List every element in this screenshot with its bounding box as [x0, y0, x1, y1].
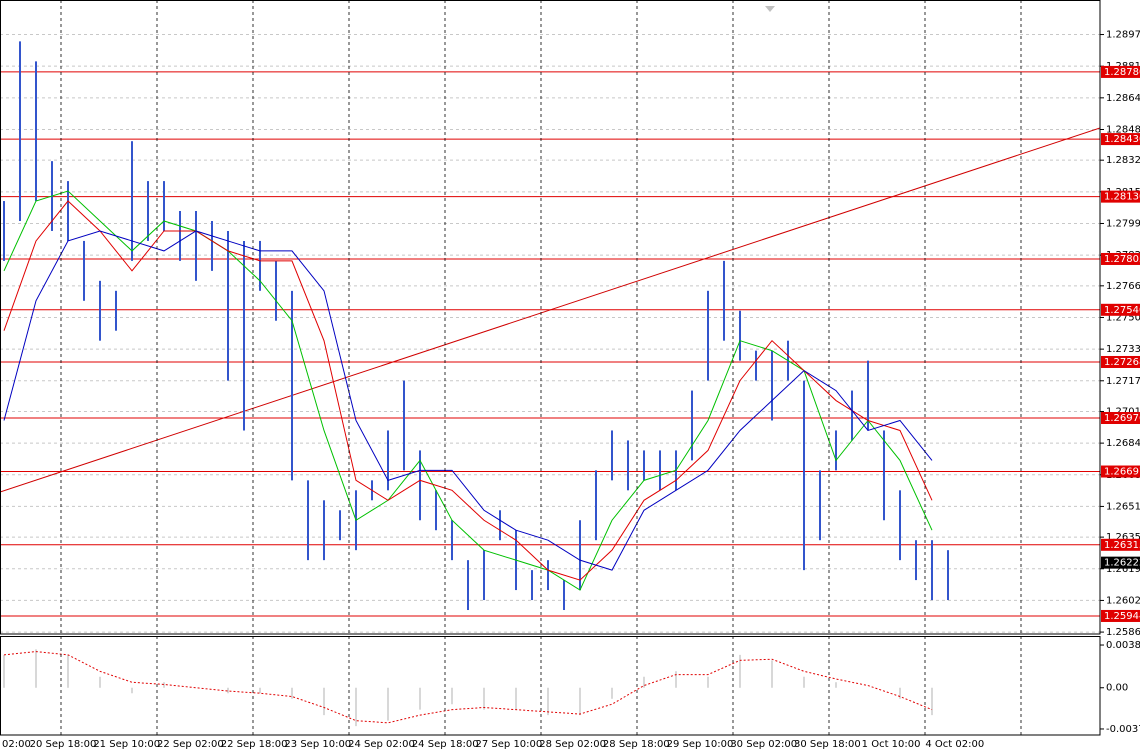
- x-tick-label: 30 Sep 18:00: [794, 739, 861, 750]
- indicator-panel: [3, 649, 933, 727]
- x-tick-label: 1 Oct 10:00: [862, 739, 921, 750]
- x-tick-label: 30 Sep 02:00: [730, 739, 797, 750]
- level-tag: [1101, 538, 1140, 551]
- level-tag: [1101, 355, 1140, 368]
- main-panel: [0, 34, 1100, 633]
- moving-average: [3, 200, 933, 581]
- y-tick-label: 1.26845: [1106, 438, 1140, 449]
- level-label: 1.26697: [1104, 467, 1140, 478]
- level-tag: [1101, 65, 1140, 78]
- level-label: 1.26976: [1104, 413, 1140, 424]
- y-tick-label: 1.27990: [1106, 218, 1140, 229]
- y-tick-label: 1.27170: [1106, 376, 1140, 387]
- y-tick-label: 1.28480: [1106, 124, 1140, 135]
- y-tick-label: 1.26515: [1106, 501, 1140, 512]
- x-tick-label: 24 Sep 02:00: [348, 739, 415, 750]
- y-tick-label: 1.27335: [1106, 344, 1140, 355]
- moving-average: [3, 190, 933, 591]
- level-tag: [1101, 190, 1140, 203]
- y-tick-label: 1.28320: [1106, 155, 1140, 166]
- level-tag: [1101, 303, 1140, 316]
- current-price-label: 1.26222: [1104, 558, 1140, 569]
- level-tag: [1101, 133, 1140, 146]
- panel-tick-label: -0.00376: [1106, 724, 1140, 735]
- y-tick-label: 1.28975: [1106, 30, 1140, 41]
- x-tick-label: 20 Sep 18:00: [30, 739, 97, 750]
- panel-frame: [0, 636, 1101, 736]
- x-tick-label: 22 Sep 02:00: [157, 739, 224, 750]
- moving-average: [3, 230, 933, 571]
- current-price-tag: [1101, 556, 1140, 569]
- y-tick-label: 1.27665: [1106, 281, 1140, 292]
- x-tick-label: 24 Sep 18:00: [412, 739, 479, 750]
- x-tick-label: 02:00: [2, 739, 31, 750]
- level-tag: [1101, 465, 1140, 478]
- y-tick-label: 1.27500: [1106, 312, 1140, 323]
- main-frame: [0, 0, 1101, 635]
- panel-tick-label: 0.00: [1106, 683, 1128, 694]
- y-tick-label: 1.26025: [1106, 595, 1140, 606]
- x-tick-label: 27 Sep 10:00: [476, 739, 543, 750]
- shift-marker: [765, 6, 775, 12]
- level-tag: [1101, 609, 1140, 622]
- level-label: 1.27805: [1104, 254, 1140, 265]
- y-tick-label: 1.28645: [1106, 93, 1140, 104]
- signal-line: [3, 651, 933, 724]
- x-tick-label: 28 Sep 02:00: [539, 739, 606, 750]
- x-tick-label: 4 Oct 02:00: [925, 739, 984, 750]
- level-label: 1.27268: [1104, 357, 1140, 368]
- y-tick-label: 1.27010: [1106, 406, 1140, 417]
- level-label: 1.28130: [1104, 192, 1140, 203]
- level-tag: [1101, 411, 1140, 424]
- level-label: 1.25944: [1104, 611, 1140, 622]
- y-tick-label: 1.25860: [1106, 627, 1140, 638]
- x-tick-label: 21 Sep 10:00: [93, 739, 160, 750]
- x-tick-label: 29 Sep 10:00: [667, 739, 734, 750]
- level-tag: [1101, 252, 1140, 265]
- y-tick-label: 1.26190: [1106, 564, 1140, 575]
- level-label: 1.27540: [1104, 305, 1140, 316]
- level-label: 1.26315: [1104, 540, 1140, 551]
- level-label: 1.28780: [1104, 67, 1140, 78]
- x-tick-label: 22 Sep 18:00: [221, 739, 288, 750]
- level-label: 1.28430: [1104, 134, 1140, 145]
- x-tick-label: 28 Sep 18:00: [603, 739, 670, 750]
- x-tick-label: 23 Sep 10:00: [284, 739, 351, 750]
- y-tick-label: 1.26355: [1106, 532, 1140, 543]
- panel-tick-label: 0.003897: [1106, 640, 1140, 651]
